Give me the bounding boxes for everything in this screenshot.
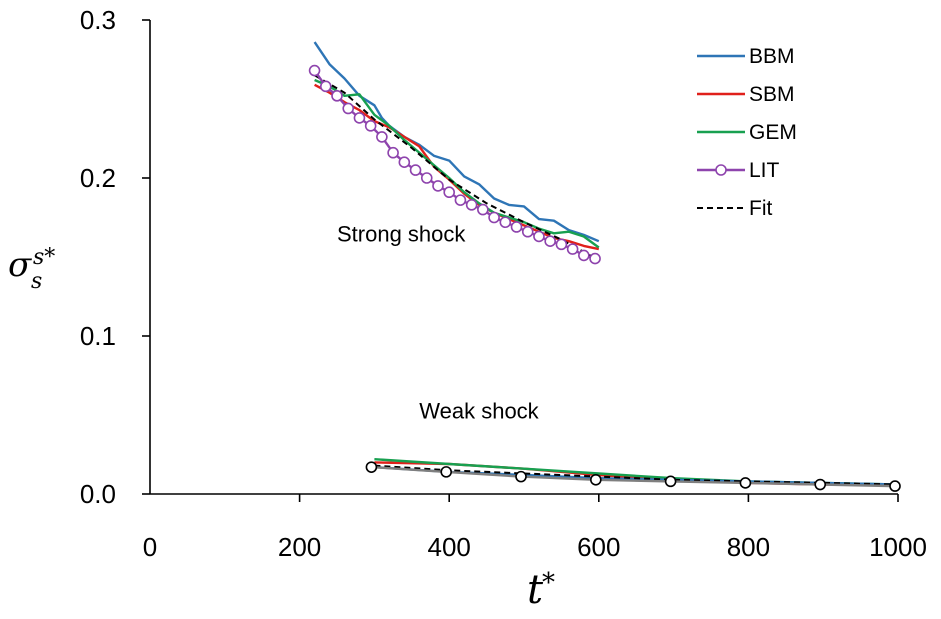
data-point	[364, 120, 377, 132]
y-tick-label: 0.0	[80, 479, 116, 509]
x-tick-label: 600	[577, 532, 620, 562]
y-tick-label: 0.2	[80, 163, 116, 193]
data-point	[544, 235, 556, 247]
data-point	[739, 477, 752, 489]
legend-item: GEM	[697, 121, 797, 144]
series-line	[314, 74, 600, 262]
data-point	[488, 211, 500, 224]
data-point	[387, 146, 399, 159]
y-axis-title: σ s s*	[8, 245, 55, 294]
data-point	[308, 64, 321, 77]
y-tick-label: 0.3	[80, 5, 116, 35]
data-point	[454, 194, 467, 206]
data-point	[376, 131, 388, 143]
y-axis-title-main: σ	[8, 245, 32, 285]
data-point	[521, 225, 534, 238]
data-point	[664, 475, 677, 488]
series-lit	[308, 64, 601, 265]
data-point	[365, 461, 378, 473]
legend: BBM SBM GEM LIT Fit	[697, 45, 797, 220]
x-axis-title: t *	[527, 567, 555, 613]
y-axis-title-sup: s*	[33, 245, 55, 270]
data-point	[319, 80, 332, 93]
data-point	[398, 156, 411, 168]
y-axis-title-sub: s	[31, 269, 42, 294]
data-point	[589, 252, 601, 265]
annotations: Strong shock Weak shock	[337, 221, 540, 423]
data-point	[515, 470, 527, 483]
legend-item: BBM	[697, 45, 795, 68]
data-point	[409, 164, 422, 176]
data-point	[533, 230, 545, 243]
data-point	[555, 238, 568, 251]
data-point	[889, 480, 901, 492]
data-point	[432, 180, 444, 192]
y-tick-label: 0.1	[80, 321, 116, 351]
data-point	[440, 466, 453, 478]
x-tick-label: 1000	[869, 532, 927, 562]
data-point	[814, 478, 827, 491]
x-tick-label: 200	[278, 532, 321, 562]
data-point	[465, 199, 478, 211]
series-weak-000000	[374, 464, 899, 486]
series-fit	[314, 74, 600, 262]
x-axis-title-main: t	[527, 567, 544, 613]
legend-label: LIT	[749, 159, 780, 182]
data-point	[443, 186, 456, 199]
legend-label: GEM	[749, 121, 797, 144]
axes: 0.0 0.1 0.2 0.3 0 200 400 600 800 1000	[80, 5, 927, 562]
legend-label: BBM	[749, 45, 795, 68]
data-point	[499, 216, 512, 229]
data-point	[566, 243, 579, 255]
series-line	[313, 41, 600, 243]
legend-item: SBM	[697, 83, 795, 106]
annotation-label: Weak shock	[419, 398, 539, 423]
x-tick-label: 800	[727, 532, 770, 562]
data-point	[342, 102, 355, 115]
data-point	[510, 221, 523, 233]
x-tick-label: 400	[428, 532, 471, 562]
series-bbm	[313, 41, 600, 243]
series-line	[371, 465, 896, 488]
data-point	[420, 172, 433, 184]
series-line	[374, 464, 899, 486]
legend-label: Fit	[749, 197, 772, 220]
legend-item: Fit	[697, 197, 772, 220]
data-point	[353, 112, 366, 124]
x-axis-title-sup: *	[542, 568, 555, 598]
series-weak-7f7f7f	[365, 461, 901, 492]
data-point	[578, 249, 590, 262]
legend-label: SBM	[749, 83, 795, 106]
data-point	[331, 90, 343, 102]
data-point	[590, 473, 602, 486]
legend-item: LIT	[697, 159, 780, 182]
x-tick-label: 0	[143, 532, 157, 562]
legend-marker	[715, 164, 727, 176]
plot-area	[308, 41, 901, 492]
data-point	[477, 203, 489, 216]
annotation-label: Strong shock	[337, 221, 466, 246]
